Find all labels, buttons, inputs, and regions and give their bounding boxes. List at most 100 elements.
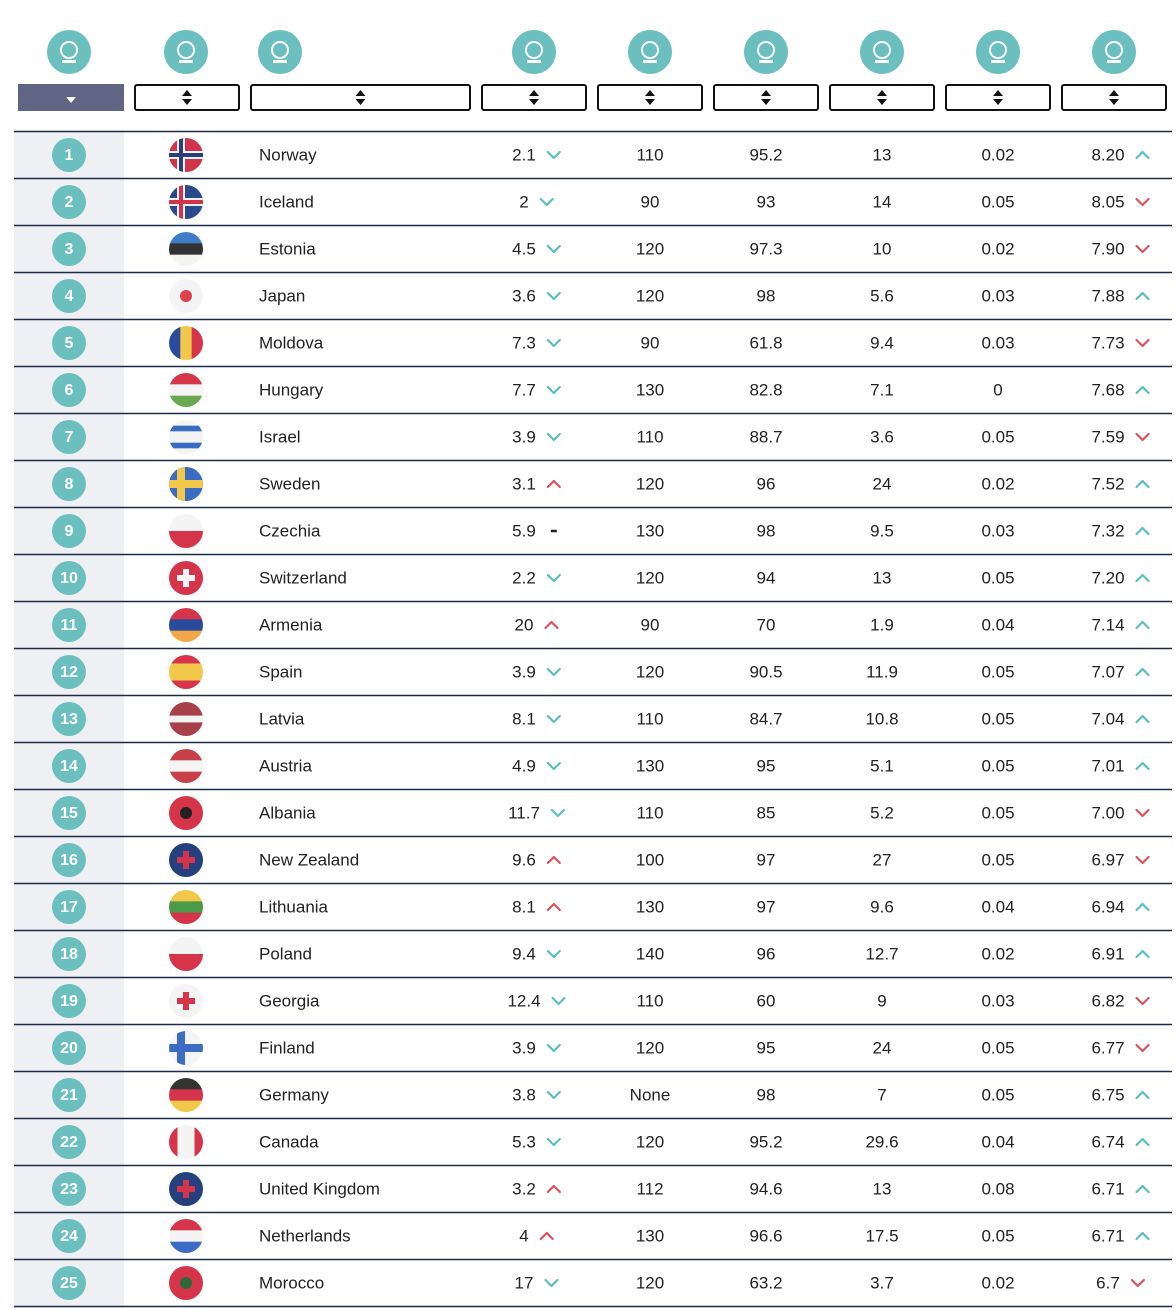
- cell-value: 90: [641, 333, 660, 352]
- table-row: 19 Georgia 12.4 110 60 9 0.03 6.82: [14, 984, 1172, 1026]
- rank-number: 19: [60, 993, 78, 1010]
- country-flag: [169, 796, 203, 830]
- trend-down-icon: [546, 761, 561, 771]
- trend-up-icon: [1135, 620, 1150, 630]
- trend-up-icon: [546, 1184, 561, 1194]
- cell-value: 20: [515, 615, 534, 634]
- trend-down-icon: [1135, 1043, 1150, 1053]
- cell-value: 5.1: [870, 756, 894, 775]
- country-name: Estonia: [259, 239, 316, 258]
- rank-badge: [52, 420, 86, 454]
- trend-down-icon: [546, 714, 561, 724]
- sort-button[interactable]: [829, 84, 935, 111]
- country-flag: [169, 326, 203, 360]
- cell-value: 120: [636, 1132, 664, 1151]
- trend-down-icon: [546, 244, 561, 254]
- rank-number: 18: [60, 946, 78, 963]
- cell-value: 98: [757, 1085, 776, 1104]
- country-flag: [169, 1078, 203, 1112]
- sort-button[interactable]: [250, 84, 471, 111]
- cell-value: 17: [515, 1273, 534, 1292]
- cell-value: 2: [519, 192, 528, 211]
- country-name: Iceland: [259, 192, 314, 211]
- cell-value: 0.03: [981, 286, 1014, 305]
- cell-value: 4: [519, 1226, 528, 1245]
- header-icon[interactable]: [860, 30, 904, 74]
- header-icon[interactable]: [628, 30, 672, 74]
- cell-value: 93: [757, 192, 776, 211]
- cell-value: 120: [636, 1273, 664, 1292]
- trend-up-icon: [1135, 761, 1150, 771]
- trend-up-icon: [1135, 949, 1150, 959]
- sort-button[interactable]: [18, 84, 124, 111]
- trend-up-icon: [1135, 385, 1150, 395]
- header-icon[interactable]: [1092, 30, 1136, 74]
- country-flag: [169, 843, 203, 877]
- trend-down-icon: [1135, 996, 1150, 1006]
- country-name: Spain: [259, 662, 302, 681]
- cell-value: 0.02: [981, 474, 1014, 493]
- country-flag: [169, 1031, 203, 1065]
- rank-badge: [52, 749, 86, 783]
- rank-badge: [52, 890, 86, 924]
- country-name: Israel: [259, 427, 301, 446]
- cell-value: 10: [873, 239, 892, 258]
- header-icon[interactable]: [976, 30, 1020, 74]
- sort-button[interactable]: [481, 84, 587, 111]
- cell-value: 7.1: [870, 380, 894, 399]
- cell-value: 97: [757, 897, 776, 916]
- header-icon[interactable]: [47, 30, 91, 74]
- country-name: Germany: [259, 1085, 329, 1104]
- cell-value: 13: [873, 1179, 892, 1198]
- rank-number: 25: [60, 1275, 78, 1292]
- sort-button[interactable]: [713, 84, 819, 111]
- cell-value: 17.5: [865, 1226, 898, 1245]
- country-flag: [169, 232, 203, 266]
- rank-number: 9: [65, 523, 74, 540]
- cell-value: 0.05: [981, 756, 1014, 775]
- cell-value: 3.9: [512, 662, 536, 681]
- cell-value: 0.04: [981, 615, 1014, 634]
- rank-badge: [52, 185, 86, 219]
- cell-value: 6.71: [1091, 1226, 1124, 1245]
- trend-down-icon: [546, 338, 561, 348]
- sort-button[interactable]: [1061, 84, 1167, 111]
- cell-value: 7.7: [512, 380, 536, 399]
- trend-up-icon: [1135, 667, 1150, 677]
- cell-value: 7.07: [1091, 662, 1124, 681]
- cell-value: 7.88: [1091, 286, 1124, 305]
- sort-button[interactable]: [597, 84, 703, 111]
- header-icon[interactable]: [744, 30, 788, 74]
- country-name: Latvia: [259, 709, 305, 728]
- cell-value: 97: [757, 850, 776, 869]
- sort-button[interactable]: [945, 84, 1051, 111]
- table-row: 15 Albania 11.7 110 85 5.2 0.05 7.00: [14, 796, 1172, 838]
- cell-value: 0.02: [981, 145, 1014, 164]
- cell-value: 2.2: [512, 568, 536, 587]
- cell-value: 29.6: [865, 1132, 898, 1151]
- cell-value: 0.05: [981, 568, 1014, 587]
- country-flag: [169, 1219, 203, 1253]
- trend-down-icon: [546, 1137, 561, 1147]
- country-flag: [169, 937, 203, 971]
- rank-badge: [52, 1031, 86, 1065]
- rank-badge: [52, 608, 86, 642]
- table-row: 4 Japan 3.6 120 98 5.6 0.03 7.88: [14, 279, 1172, 321]
- cell-value: 120: [636, 1038, 664, 1057]
- trend-up-icon: [1135, 291, 1150, 301]
- table-row: 12 Spain 3.9 120 90.5 11.9 0.05 7.07: [14, 655, 1172, 697]
- cell-value: 8.05: [1091, 192, 1124, 211]
- sort-button[interactable]: [134, 84, 240, 111]
- cell-value: 14: [873, 192, 892, 211]
- cell-value: 0.04: [981, 897, 1014, 916]
- header-icon[interactable]: [164, 30, 208, 74]
- rank-badge: [52, 796, 86, 830]
- header-icon[interactable]: [512, 30, 556, 74]
- cell-value: 7.52: [1091, 474, 1124, 493]
- trend-down-icon: [546, 573, 561, 583]
- cell-value: 0.05: [981, 662, 1014, 681]
- trend-up-icon: [1135, 1137, 1150, 1147]
- cell-value: 24: [873, 1038, 892, 1057]
- table-row: 21 Germany 3.8 None 98 7 0.05 6.75: [14, 1078, 1172, 1120]
- header-icon[interactable]: [258, 30, 302, 74]
